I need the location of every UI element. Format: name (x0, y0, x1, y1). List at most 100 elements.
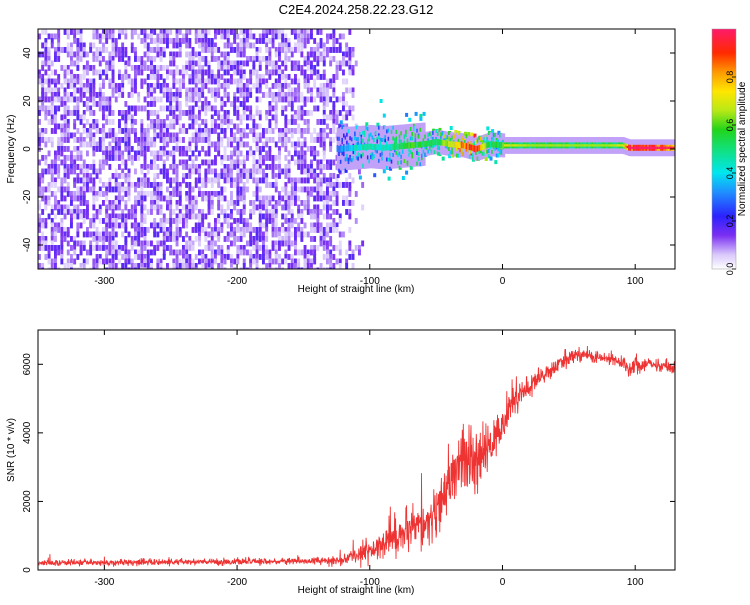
ridge-center (577, 144, 581, 147)
ridge-core (440, 139, 444, 146)
noise-cell (313, 168, 317, 175)
noise-cell (271, 65, 275, 71)
noise-cell (54, 105, 57, 112)
noise-cell (127, 74, 131, 80)
noise-cell (63, 236, 67, 242)
noise-cell (54, 78, 57, 85)
noise-cell (332, 186, 336, 193)
x-tick-label: 0 (500, 276, 506, 287)
noise-cell (111, 132, 115, 139)
noise-cell (249, 173, 253, 179)
noise-cell (281, 168, 285, 175)
noise-cell (226, 60, 230, 67)
noise-cell (134, 51, 137, 58)
noise-cell (338, 65, 342, 71)
ridge-cell (360, 141, 364, 145)
noise-cell (239, 51, 243, 58)
noise-cell (102, 141, 105, 148)
noise-cell (44, 186, 48, 193)
noise-cell (50, 141, 54, 148)
noise-cell (146, 123, 150, 130)
noise-cell (95, 236, 99, 242)
noise-cell (54, 236, 57, 242)
noise-cell (223, 92, 227, 98)
noise-cell (95, 47, 99, 53)
noise-cell (166, 155, 169, 161)
noise-cell (204, 195, 208, 202)
noise-cell (236, 146, 240, 152)
noise-cell (204, 258, 208, 265)
noise-cell (134, 78, 137, 85)
noise-cell (242, 249, 246, 256)
noise-cell (143, 60, 147, 67)
noise-cell (204, 69, 208, 76)
noise-cell (134, 186, 137, 193)
noise-cell (153, 69, 157, 76)
noise-cell (198, 96, 201, 103)
noise-cell (66, 204, 70, 211)
noise-cell (268, 146, 272, 152)
noise-cell (98, 258, 102, 265)
noise-cell (172, 96, 176, 103)
noise-cell (127, 173, 131, 179)
noise-cell (233, 204, 237, 211)
noise-cell (118, 74, 121, 80)
noise-cell (252, 60, 256, 67)
noise-cell (50, 159, 54, 166)
noise-cell (172, 159, 176, 166)
noise-cell (175, 249, 179, 256)
noise-cell (246, 186, 249, 193)
noise-cell (207, 258, 211, 265)
noise-cell (102, 236, 105, 242)
noise-cell (198, 209, 201, 215)
noise-cell (63, 267, 67, 269)
noise-cell (166, 65, 169, 71)
noise-cell (300, 33, 304, 40)
noise-cell (342, 92, 345, 98)
noise-cell (194, 213, 198, 220)
noise-cell (79, 200, 83, 206)
noise-cell (258, 200, 262, 206)
ridge-center (586, 144, 590, 147)
noise-cell (108, 101, 112, 107)
noise-cell (178, 51, 182, 58)
noise-cell (63, 263, 67, 269)
noise-cell (114, 218, 118, 224)
noise-cell (102, 56, 105, 62)
noise-cell (191, 258, 195, 265)
ridge-cell (484, 134, 488, 139)
noise-cell (79, 240, 83, 247)
noise-cell (54, 191, 57, 197)
noise-cell (38, 191, 41, 197)
noise-cell (290, 177, 294, 184)
ridge-cell (484, 157, 488, 161)
noise-cell (38, 218, 41, 224)
noise-cell (220, 105, 224, 112)
noise-cell (89, 83, 93, 89)
noise-cell (63, 105, 67, 112)
noise-cell (348, 60, 352, 67)
noise-cell (137, 65, 141, 71)
noise-cell (306, 56, 310, 62)
noise-cell (82, 182, 86, 188)
noise-cell (207, 105, 211, 112)
noise-cell (262, 177, 265, 184)
x-tick-label: 0 (500, 577, 506, 588)
ridge-cell (489, 145, 493, 150)
noise-cell (252, 191, 256, 197)
noise-cell (278, 195, 281, 202)
noise-cell (274, 47, 278, 53)
ridge-cell (358, 175, 362, 180)
noise-cell (252, 119, 256, 125)
noise-cell (242, 155, 246, 161)
ridge-cell (378, 135, 381, 140)
noise-cell (351, 249, 355, 256)
noise-cell (124, 218, 128, 224)
noise-cell (73, 137, 77, 143)
noise-cell (214, 47, 217, 53)
noise-cell (66, 186, 70, 193)
noise-cell (214, 258, 217, 265)
noise-cell (162, 227, 166, 233)
noise-cell (198, 213, 201, 220)
noise-cell (108, 231, 112, 238)
